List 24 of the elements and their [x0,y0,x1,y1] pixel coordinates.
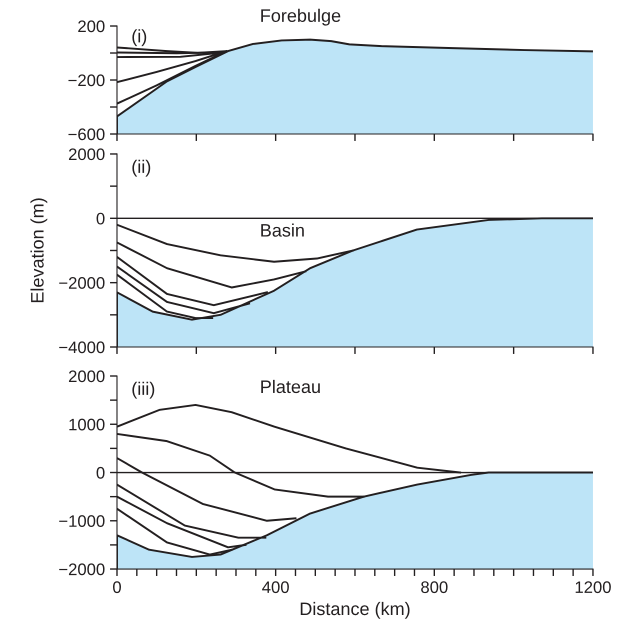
annotation: (iii) [132,382,154,399]
y-tick-label: 1000 [69,418,105,430]
y-tick-label: 2000 [68,370,105,382]
y-tick-label: −200 [68,74,105,86]
y-tick-label: −4000 [59,341,105,354]
x-tick-label: 0 [113,581,121,594]
annotation: (ii) [132,160,150,177]
y-tick-label: −1000 [59,515,105,527]
x-tick-label: 800 [421,581,448,594]
text: Forebulge [261,8,340,26]
y-axis-title: Elevation (m) [30,198,48,302]
x-tick-label: 1200 [576,581,611,594]
annotation: Plateau [261,380,320,394]
y-tick-label: 0 [96,212,105,225]
y-tick-label: 200 [78,20,105,32]
y-tick-label: −2000 [59,563,105,576]
y-tick-label: 0 [96,466,105,479]
annotation: (i) [132,29,146,46]
x-tick-label: 400 [262,581,289,594]
y-tick-label: −2000 [59,277,105,289]
annotation: Basin [261,223,304,237]
x-axis-title: Distance (km) [300,602,410,619]
y-tick-label: −600 [68,128,105,140]
y-tick-label: 2000 [68,148,105,160]
